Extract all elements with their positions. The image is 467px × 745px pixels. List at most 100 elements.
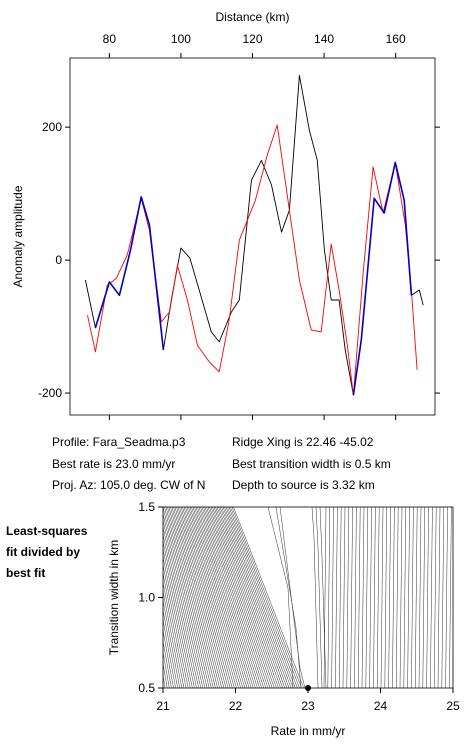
y-tick-label: 1.5 — [138, 500, 155, 514]
contour-line — [218, 506, 283, 689]
contour-line — [216, 506, 281, 689]
contour-line — [384, 506, 388, 689]
contour-line — [354, 506, 357, 689]
annotation: Depth to source is 3.32 km — [232, 478, 375, 492]
contour-line — [224, 506, 292, 689]
contour-line — [346, 506, 350, 689]
contour-line — [275, 506, 323, 689]
contour-line — [365, 506, 369, 689]
contour-line — [407, 506, 410, 689]
x-tick-label: 24 — [374, 699, 388, 713]
contour-line — [162, 557, 191, 689]
contour-line — [433, 506, 437, 689]
contour-line — [392, 506, 395, 689]
contour-line — [167, 506, 212, 689]
contour-line — [162, 541, 195, 689]
contour-line — [213, 506, 277, 689]
contour-line — [335, 506, 338, 689]
contour-line — [207, 506, 269, 689]
x-tick-label: 23 — [301, 699, 315, 713]
contour-line — [430, 506, 433, 689]
contour-line — [445, 506, 448, 689]
contour-line — [267, 506, 327, 689]
contour-line — [162, 652, 170, 689]
contour-line — [186, 506, 239, 689]
contour-line — [162, 582, 185, 689]
contour-line — [162, 600, 181, 689]
contour-line — [162, 565, 189, 689]
annotation: Profile: Fara_Seadma.p3 — [52, 435, 186, 449]
y-tick-label: 200 — [42, 120, 62, 134]
contour-line — [192, 506, 248, 689]
contour-line — [162, 591, 183, 689]
contour-line — [183, 506, 235, 689]
contour-line — [210, 506, 273, 689]
contour-line — [279, 506, 319, 689]
y-axis-title: Transition width in km — [107, 540, 121, 656]
x-tick-label: 80 — [103, 32, 117, 46]
contour-line — [162, 549, 193, 689]
contour-line — [168, 506, 214, 689]
contour-line — [162, 573, 187, 689]
contour-line — [176, 506, 225, 689]
x-tick-label: 22 — [229, 699, 243, 713]
contour-line — [191, 506, 246, 689]
contour-line — [174, 506, 223, 689]
contour-line — [189, 506, 244, 689]
contour-line — [179, 506, 229, 689]
contour-line — [204, 506, 265, 689]
contour-line — [164, 506, 208, 689]
y-axis-title: Anomaly amplitude — [11, 185, 25, 287]
contour-line — [171, 506, 218, 689]
annotation: Best rate is 23.0 mm/yr — [52, 457, 175, 471]
contour-line — [338, 506, 342, 689]
x-axis-title: Rate in mm/yr — [271, 724, 346, 738]
contour-line — [206, 506, 267, 689]
contour-line — [350, 506, 353, 689]
contour-line — [403, 506, 407, 689]
contour-line — [162, 630, 174, 689]
contour-line — [200, 506, 258, 689]
contour-line — [162, 527, 199, 689]
contour-line — [441, 506, 445, 689]
y-tick-label: -200 — [38, 386, 62, 400]
contour-line — [231, 506, 302, 689]
x-axis-title: Distance (km) — [215, 10, 289, 24]
contour-line — [182, 506, 233, 689]
contour-line — [215, 506, 279, 689]
contour-line — [162, 620, 176, 689]
contour-line — [373, 506, 376, 689]
panel-caption: fit divided by — [6, 545, 80, 559]
data-line — [84, 74, 424, 396]
contour-line — [395, 506, 399, 689]
contour-line — [194, 506, 250, 689]
y-tick-label: 0.5 — [138, 681, 155, 695]
x-tick-label: 100 — [171, 32, 191, 46]
contour-line — [173, 506, 220, 689]
contour-line — [437, 506, 441, 689]
contour-line — [165, 506, 210, 689]
contour-line — [162, 520, 202, 689]
contour-line — [418, 506, 422, 689]
contour-line — [323, 506, 327, 689]
contour-line — [414, 506, 418, 689]
contour-line — [342, 506, 346, 689]
contour-line — [376, 506, 380, 689]
contour-line — [195, 506, 252, 689]
contour-line — [219, 506, 286, 689]
contour-line — [197, 506, 254, 689]
contour-line — [228, 506, 298, 689]
contour-line — [233, 506, 304, 689]
contour-line — [162, 513, 204, 689]
x-tick-label: 140 — [314, 32, 334, 46]
x-tick-label: 25 — [446, 699, 460, 713]
panel-caption: best fit — [6, 566, 45, 580]
contour-line — [162, 506, 206, 689]
contour-line — [380, 506, 384, 689]
contour-line — [188, 506, 241, 689]
contour-line — [162, 663, 168, 689]
contour-line — [227, 506, 296, 689]
contour-line — [162, 534, 197, 689]
data-line — [94, 161, 413, 396]
